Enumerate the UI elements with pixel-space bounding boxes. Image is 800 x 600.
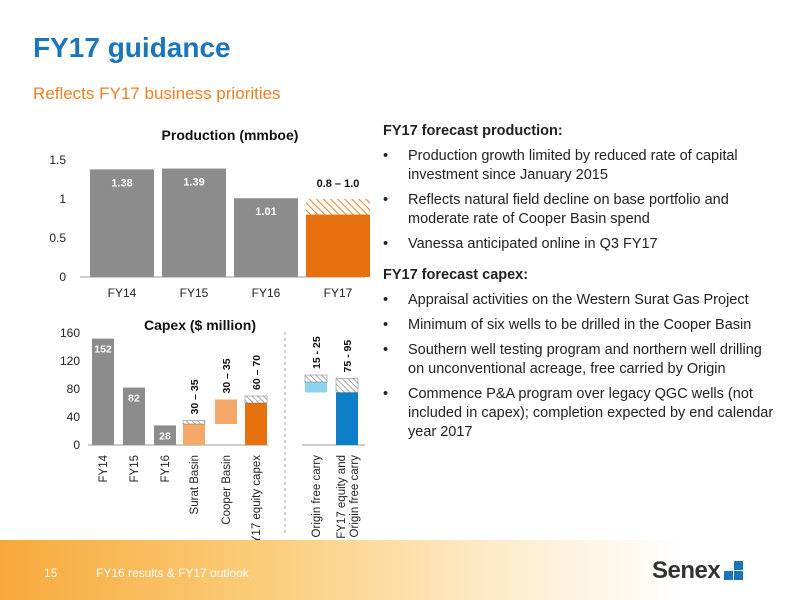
x-tick-label: Surat Basin [189, 455, 201, 514]
production-heading: FY17 forecast production: [383, 123, 563, 139]
capex-bullet-list: Appraisal activities on the Western Sura… [383, 291, 778, 442]
x-tick-label: FY15 [129, 455, 141, 483]
data-label: 82 [128, 393, 140, 405]
bar [90, 169, 154, 277]
y-tick-label: 1.5 [49, 153, 66, 167]
data-label: 75 - 95 [342, 340, 354, 373]
bar [306, 214, 370, 277]
logo-wordmark: Senex [652, 557, 721, 584]
range-bar [182, 420, 206, 425]
range-bar [335, 378, 359, 393]
y-tick-label: 1 [59, 192, 66, 206]
bar [92, 338, 114, 445]
range-bar [244, 395, 268, 404]
data-label: 60 – 70 [251, 355, 263, 390]
page-number: 15 [44, 566, 58, 580]
bar [154, 425, 176, 445]
bar [245, 403, 267, 445]
x-tick-label: FY15 [180, 286, 209, 300]
production-bullet: Production growth limited by reduced rat… [383, 147, 778, 185]
y-tick-label: 160 [60, 326, 80, 340]
page-title: FY17 guidance [33, 32, 231, 63]
production-chart-title: Production (mmboe) [161, 127, 299, 143]
x-tick-label: Origin free carry [349, 455, 361, 538]
bar [183, 424, 205, 445]
senex-logo: Senex [652, 557, 744, 585]
capex-bullet: Southern well testing program and northe… [383, 341, 778, 379]
x-tick-label: Cooper Basin [221, 455, 233, 525]
data-label: 1.38 [111, 177, 132, 189]
y-tick-label: 0 [73, 438, 80, 452]
y-tick-label: 80 [67, 382, 81, 396]
production-bullet: Vanessa anticipated online in Q3 FY17 [383, 235, 778, 254]
x-tick-label: FY17 equity and [336, 455, 348, 539]
x-tick-label: Origin free carry [311, 455, 323, 538]
data-label: 1.01 [255, 206, 276, 218]
bar [123, 387, 145, 445]
data-label: 30 – 35 [221, 358, 233, 393]
capex-bullet: Minimum of six wells to be drilled in th… [383, 316, 778, 335]
y-tick-label: 120 [60, 354, 80, 368]
capex-chart: 0 40 80 120 160 152 FY14 82 FY15 28 FY16 30 – 35 Sur… [60, 326, 365, 540]
x-tick-label: FY17 [324, 286, 353, 300]
production-bullet-list: Production growth limited by reduced rat… [383, 147, 778, 254]
bar [305, 382, 327, 393]
commentary-panel: FY17 forecast production: Production gro… [383, 122, 778, 454]
range-bar [306, 199, 370, 215]
production-chart: 0 0.5 1 1.5 FY14 1.38 FY15 1.39 FY16 1.01 FY17 0.8 … [49, 153, 370, 300]
logo-mark-icon [724, 561, 744, 580]
data-label: 1.39 [183, 177, 204, 189]
footer-band [0, 540, 800, 600]
data-label: 0.8 – 1.0 [317, 178, 360, 190]
data-label: 30 – 35 [189, 379, 201, 414]
data-label: 28 [159, 430, 171, 442]
x-tick-label: FY14 [108, 286, 137, 300]
range-bar [304, 374, 328, 383]
x-tick-label: FY16 [160, 455, 172, 483]
y-tick-label: 40 [67, 410, 81, 424]
x-tick-label: FY16 [252, 286, 281, 300]
capex-bullet: Appraisal activities on the Western Sura… [383, 291, 778, 310]
capex-chart-title: Capex ($ million) [143, 317, 257, 333]
y-tick-label: 0 [59, 270, 66, 284]
capex-heading: FY17 forecast capex: [383, 267, 529, 283]
y-tick-label: 0.5 [49, 231, 66, 245]
x-tick-label: FY14 [98, 454, 110, 482]
data-label: 15 - 25 [311, 336, 323, 369]
bar [162, 168, 226, 277]
production-bullet: Reflects natural field decline on base p… [383, 191, 778, 229]
bar [234, 198, 298, 277]
capex-bullet: Commence P&A program over legacy QGC wel… [383, 385, 778, 442]
bar [336, 392, 358, 445]
footer-text: FY16 results & FY17 outlook [96, 566, 249, 580]
x-tick-label: FY17 equity capex [251, 455, 263, 540]
page-subtitle: Reflects FY17 business priorities [33, 84, 281, 103]
bar [215, 399, 237, 424]
data-label: 152 [94, 344, 112, 356]
